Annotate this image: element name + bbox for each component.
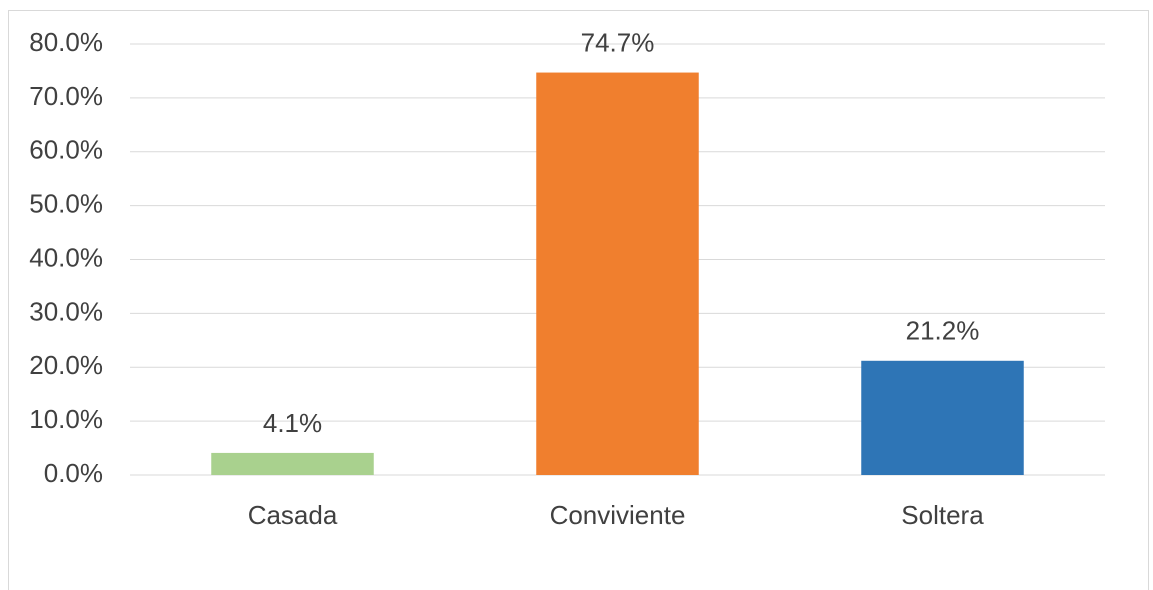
y-tick-label: 40.0% <box>29 242 103 272</box>
x-tick-label: Soltera <box>901 500 984 530</box>
y-tick-label: 10.0% <box>29 404 103 434</box>
x-tick-label: Conviviente <box>550 500 686 530</box>
y-tick-label: 70.0% <box>29 81 103 111</box>
y-tick-label: 80.0% <box>29 27 103 57</box>
data-label: 74.7% <box>581 27 655 57</box>
y-tick-label: 30.0% <box>29 296 103 326</box>
x-tick-label: Casada <box>248 500 338 530</box>
y-tick-label: 60.0% <box>29 135 103 165</box>
y-tick-label: 0.0% <box>44 458 103 488</box>
data-label: 4.1% <box>263 408 322 438</box>
bar <box>536 72 699 476</box>
y-tick-label: 20.0% <box>29 350 103 380</box>
bar <box>211 452 374 475</box>
data-label: 21.2% <box>906 316 980 346</box>
bar <box>861 360 1024 475</box>
chart-frame <box>8 10 1149 590</box>
y-tick-label: 50.0% <box>29 189 103 219</box>
